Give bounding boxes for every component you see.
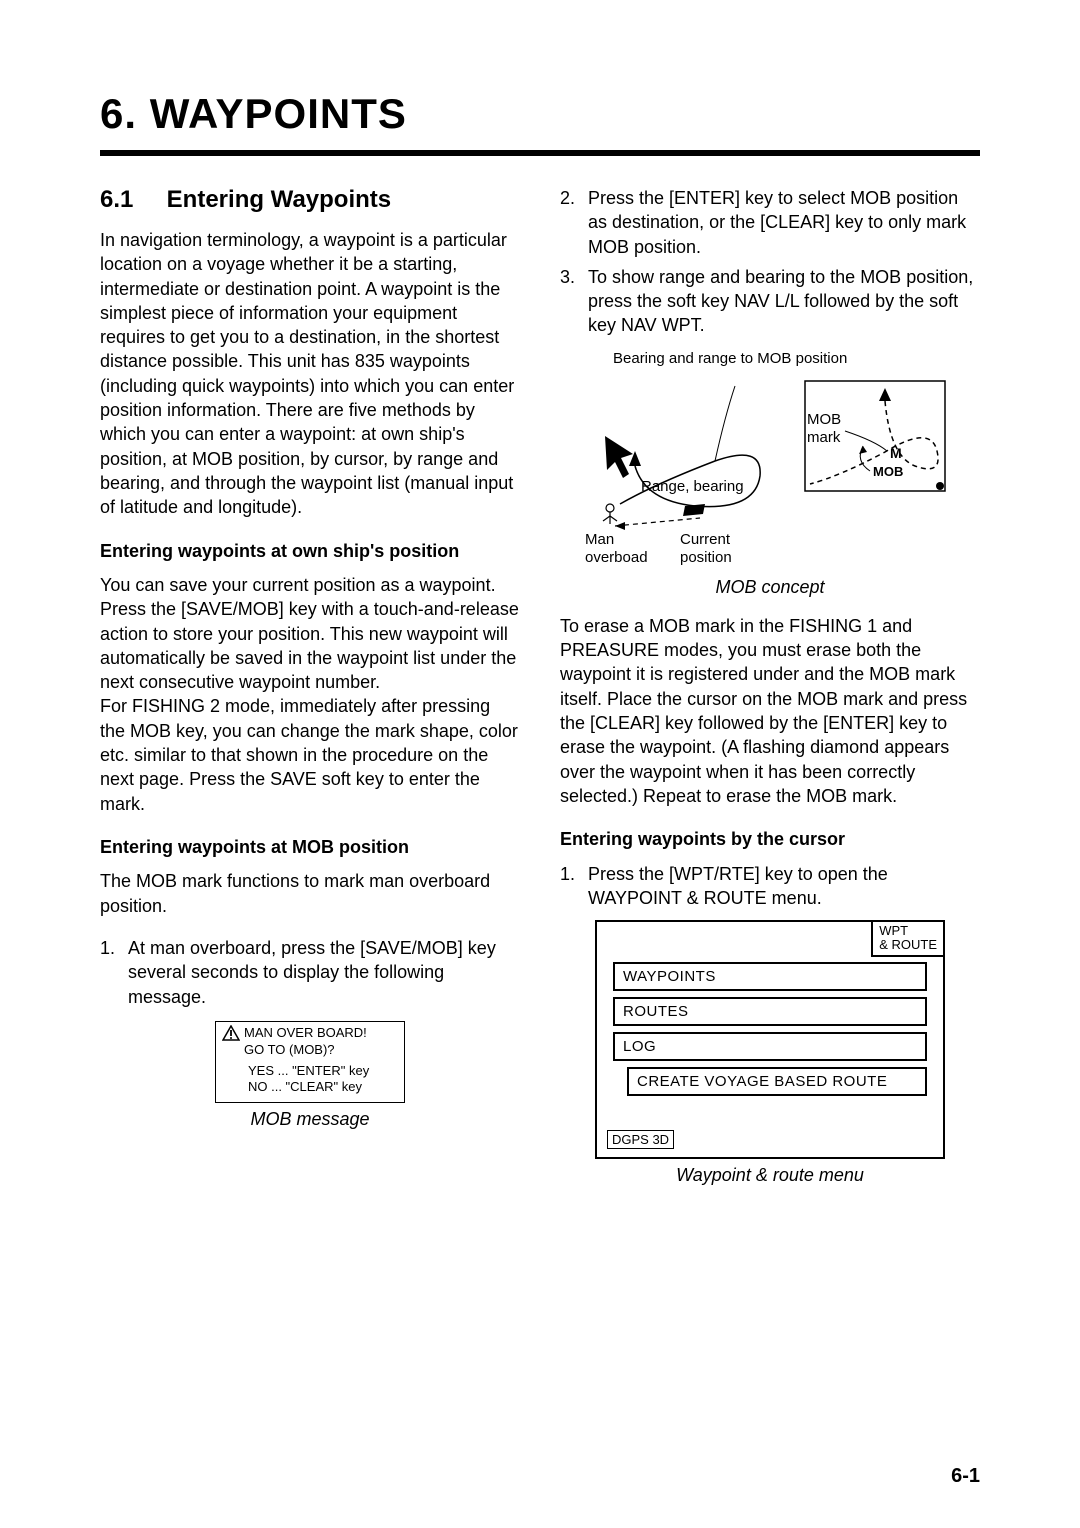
mob-step-2: 2. Press the [ENTER] key to select MOB p… <box>560 186 980 259</box>
menu-title-line2: & ROUTE <box>879 937 937 952</box>
menu-item-log: LOG <box>613 1032 927 1061</box>
subhead-own-ship: Entering waypoints at own ship's positio… <box>100 540 520 563</box>
mob-yes: YES ... "ENTER" key <box>248 1063 398 1080</box>
cursor-step-1: 1. Press the [WPT/RTE] key to open the W… <box>560 862 980 911</box>
section-title: 6.1 Entering Waypoints <box>100 186 520 214</box>
menu-item-waypoints: WAYPOINTS <box>613 962 927 991</box>
mob-p1: The MOB mark functions to mark man overb… <box>100 869 520 918</box>
chapter-number: 6. <box>100 90 137 137</box>
subhead-mob-position: Entering waypoints at MOB position <box>100 836 520 859</box>
mob-message-caption: MOB message <box>100 1109 520 1130</box>
menu-items: WAYPOINTS ROUTES LOG CREATE VOYAGE BASED… <box>597 922 943 1157</box>
chapter-title: 6. WAYPOINTS <box>100 90 980 138</box>
mob-concept-figure: M MOB <box>585 346 955 571</box>
chapter-rule <box>100 150 980 156</box>
list-number: 1. <box>560 862 575 886</box>
mob-concept-caption: MOB concept <box>560 577 980 598</box>
menu-status: DGPS 3D <box>607 1130 674 1149</box>
label-current-position: Currentposition <box>680 531 732 567</box>
m-label: M <box>890 445 902 461</box>
two-column-layout: 6.1 Entering Waypoints In navigation ter… <box>100 186 980 1202</box>
right-column: 2. Press the [ENTER] key to select MOB p… <box>560 186 980 1202</box>
menu-item-routes: ROUTES <box>613 997 927 1026</box>
warning-icon <box>222 1025 240 1041</box>
list-text: At man overboard, press the [SAVE/MOB] k… <box>128 938 496 1007</box>
subhead-cursor: Entering waypoints by the cursor <box>560 828 980 851</box>
list-number: 3. <box>560 265 575 289</box>
menu-item-create-voyage: CREATE VOYAGE BASED ROUTE <box>627 1067 927 1096</box>
label-range-bearing: Range, bearing <box>641 478 744 496</box>
list-number: 1. <box>100 936 115 960</box>
intro-paragraph: In navigation terminology, a waypoint is… <box>100 228 520 520</box>
menu-caption: Waypoint & route menu <box>560 1165 980 1186</box>
mob-inner-label: MOB <box>873 464 903 479</box>
section-number: 6.1 <box>100 186 160 214</box>
wpt-route-menu-figure: WPT & ROUTE WAYPOINTS ROUTES LOG CREATE … <box>595 920 945 1159</box>
label-bearing-range: Bearing and range to MOB position <box>613 350 847 368</box>
label-mob-mark: MOBmark <box>807 411 841 447</box>
own-ship-p2: For FISHING 2 mode, immediately after pr… <box>100 694 520 815</box>
label-man-overboard: Manoverboad <box>585 531 648 567</box>
mob-message-figure: MAN OVER BOARD! GO TO (MOB)? YES ... "EN… <box>215 1021 405 1104</box>
mob-step-3: 3. To show range and bearing to the MOB … <box>560 265 980 338</box>
list-number: 2. <box>560 186 575 210</box>
erase-mob-paragraph: To erase a MOB mark in the FISHING 1 and… <box>560 614 980 808</box>
section-name: Entering Waypoints <box>167 186 391 213</box>
mob-line2: GO TO (MOB)? <box>244 1042 367 1059</box>
list-text: Press the [ENTER] key to select MOB posi… <box>588 188 966 257</box>
menu-title-tab: WPT & ROUTE <box>871 920 945 957</box>
list-text: Press the [WPT/RTE] key to open the WAYP… <box>588 864 888 908</box>
mob-message-header: MAN OVER BOARD! GO TO (MOB)? <box>222 1025 398 1059</box>
left-column: 6.1 Entering Waypoints In navigation ter… <box>100 186 520 1202</box>
own-ship-p1: You can save your current position as a … <box>100 573 520 694</box>
menu-title-line1: WPT <box>879 923 908 938</box>
mob-line1: MAN OVER BOARD! <box>244 1025 367 1042</box>
mob-message-options: YES ... "ENTER" key NO ... "CLEAR" key <box>248 1063 398 1097</box>
page-number: 6-1 <box>951 1465 980 1488</box>
mob-step-1: 1. At man overboard, press the [SAVE/MOB… <box>100 936 520 1009</box>
list-text: To show range and bearing to the MOB pos… <box>588 267 973 336</box>
mob-no: NO ... "CLEAR" key <box>248 1079 398 1096</box>
chapter-name: WAYPOINTS <box>150 90 407 137</box>
mob-message-lines: MAN OVER BOARD! GO TO (MOB)? <box>244 1025 367 1059</box>
